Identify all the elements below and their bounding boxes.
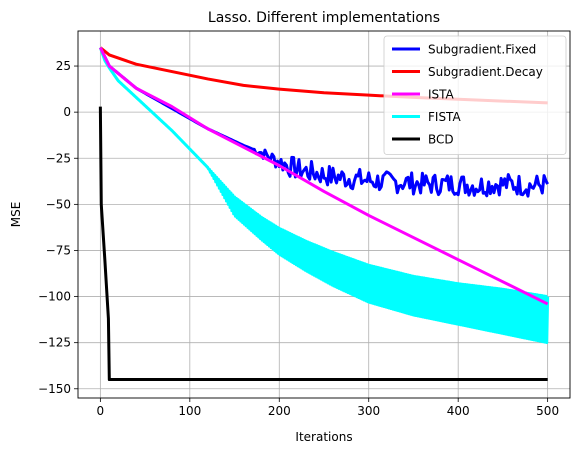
y-axis-label: MSE	[9, 202, 23, 228]
y-tick-label: −100	[38, 290, 71, 304]
x-tick-label: 500	[536, 404, 559, 418]
legend-label: Subgradient.Decay	[428, 65, 543, 79]
x-tick-label: 100	[178, 404, 201, 418]
legend-label: FISTA	[428, 110, 461, 124]
ticks: 0 100 200 300 400 500 25 0 −25 −50 −75 −100 −125 −150	[38, 59, 559, 418]
x-tick-label: 200	[268, 404, 291, 418]
x-tick-label: 0	[97, 404, 105, 418]
x-axis-label: Iterations	[295, 430, 352, 444]
axes-frame	[77, 30, 571, 399]
x-tick-label: 300	[357, 404, 380, 418]
series-line-fista	[98, 47, 550, 344]
legend-label: ISTA	[428, 88, 455, 102]
y-tick-label: −75	[46, 243, 71, 257]
legend: Subgradient.Fixed Subgradient.Decay ISTA FI…	[383, 35, 567, 155]
legend-label: BCD	[428, 133, 454, 147]
series-line-bcd	[98, 106, 548, 382]
y-tick-label: −50	[46, 197, 71, 211]
chart-title: Lasso. Different implementations	[208, 10, 440, 26]
y-tick-label: −25	[46, 151, 71, 165]
x-tick-label: 400	[447, 404, 470, 418]
y-tick-label: −150	[38, 382, 71, 396]
legend-label: Subgradient.Fixed	[428, 43, 536, 57]
y-tick-label: 25	[56, 59, 71, 73]
series-line-ista	[99, 46, 549, 306]
y-tick-label: −125	[38, 336, 71, 350]
legend-box	[383, 35, 567, 155]
y-tick-label: 0	[63, 105, 71, 119]
